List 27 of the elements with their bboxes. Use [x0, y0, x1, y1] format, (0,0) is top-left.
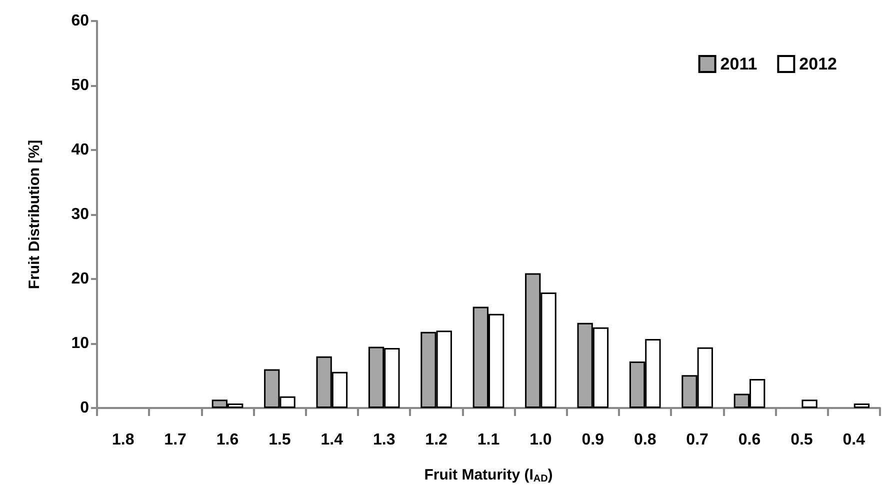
x-tick-label: 1.0: [530, 432, 552, 448]
y-tick-label: 30: [71, 206, 90, 223]
y-axis-title: Fruit Distribution [%]: [26, 140, 43, 290]
x-tick-label: 1.2: [425, 432, 448, 448]
y-tick-label: 20: [71, 270, 90, 288]
legend-label: 2012: [799, 54, 838, 74]
x-tick-label: 1.1: [477, 432, 500, 448]
y-tick-label: 50: [71, 77, 90, 94]
bar: [802, 400, 818, 408]
bar: [854, 403, 870, 408]
x-tick-label: 0.7: [686, 432, 709, 448]
x-tick-label: 1.5: [268, 432, 291, 448]
y-tick-label: 40: [71, 142, 90, 158]
y-tick-label: 0: [80, 400, 90, 416]
x-tick-label: 1.7: [164, 432, 187, 448]
x-tick-label: 0.9: [582, 432, 604, 448]
y-tick-label: 60: [71, 12, 90, 30]
legend-label: 2011: [720, 54, 758, 74]
x-tick-label: 0.5: [790, 432, 813, 448]
x-tick-label: 1.8: [112, 432, 134, 448]
x-tick-label: 1.6: [216, 432, 239, 448]
x-tick-label: 0.4: [842, 432, 866, 448]
y-tick-label: 10: [71, 335, 90, 352]
x-tick-label: 0.6: [738, 432, 761, 448]
x-tick-label: 0.8: [634, 432, 656, 448]
x-tick-label: 1.3: [372, 432, 396, 448]
x-tick-label: 1.4: [320, 432, 344, 448]
